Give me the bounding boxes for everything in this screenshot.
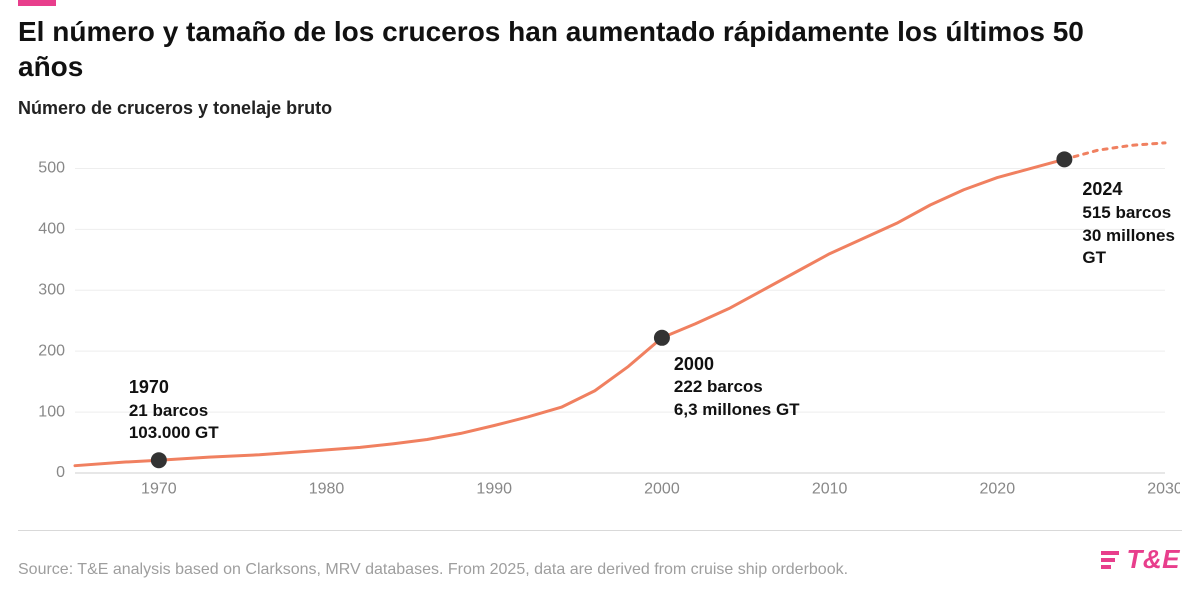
annotation-line: 30 millones GT	[1082, 225, 1180, 271]
svg-text:1980: 1980	[309, 480, 345, 497]
annotation-year: 1970	[129, 375, 219, 399]
annotation-line: 103.000 GT	[129, 422, 219, 445]
svg-text:2000: 2000	[644, 480, 680, 497]
annotation-line: 6,3 millones GT	[674, 399, 800, 422]
chart-subtitle: Número de cruceros y tonelaje bruto	[18, 98, 332, 119]
svg-text:1990: 1990	[476, 480, 512, 497]
svg-text:2020: 2020	[980, 480, 1016, 497]
svg-text:0: 0	[56, 464, 65, 481]
annotation-line: 515 barcos	[1082, 202, 1180, 225]
brand-bars-icon	[1101, 551, 1119, 569]
annotation-line: 21 barcos	[129, 400, 219, 423]
svg-text:200: 200	[38, 342, 65, 359]
annotation-line: 222 barcos	[674, 376, 800, 399]
brand-logo: T&E	[1101, 544, 1181, 575]
svg-text:2010: 2010	[812, 480, 848, 497]
annotation-year: 2024	[1082, 177, 1180, 201]
svg-text:1970: 1970	[141, 480, 177, 497]
svg-text:100: 100	[38, 403, 65, 420]
chart-title: El número y tamaño de los cruceros han a…	[18, 14, 1118, 84]
annotation-2000: 2000 222 barcos 6,3 millones GT	[674, 352, 800, 422]
svg-text:2030: 2030	[1147, 480, 1180, 497]
annotation-year: 2000	[674, 352, 800, 376]
svg-text:400: 400	[38, 221, 65, 238]
brand-text: T&E	[1127, 544, 1181, 575]
svg-text:500: 500	[38, 160, 65, 177]
annotation-2024: 2024 515 barcos 30 millones GT	[1082, 177, 1180, 270]
annotation-1970: 1970 21 barcos 103.000 GT	[129, 375, 219, 445]
source-text: Source: T&E analysis based on Clarksons,…	[18, 560, 998, 581]
svg-text:300: 300	[38, 281, 65, 298]
chart-svg: 0 100 200 300 400 500 1970 1980 1990 2000 2010 2020…	[20, 128, 1180, 508]
footer-rule	[18, 530, 1182, 531]
chart-area: 0 100 200 300 400 500 1970 1980 1990 2000 2010 2020…	[20, 128, 1180, 508]
accent-bar	[18, 0, 56, 6]
